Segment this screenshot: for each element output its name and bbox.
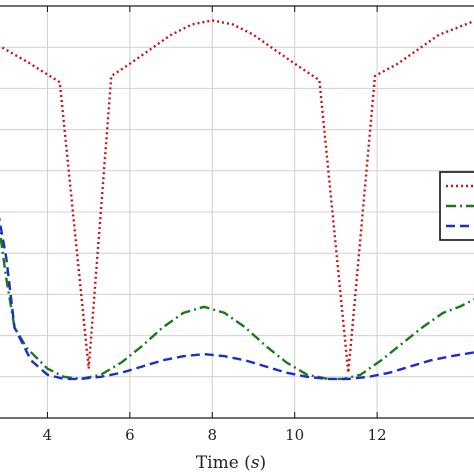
x-tick-label: 6 xyxy=(125,426,135,444)
x-tick-label: 4 xyxy=(43,426,53,444)
plot-frame xyxy=(0,5,474,419)
grid xyxy=(0,6,474,418)
legend xyxy=(439,171,474,241)
x-ticks: 4 6 8 10 12 xyxy=(43,6,387,444)
x-axis-label: Time (s) xyxy=(196,453,266,473)
series-group xyxy=(0,19,474,381)
series-line-1 xyxy=(0,19,474,374)
x-tick-label: 8 xyxy=(208,426,218,444)
series-line-2 xyxy=(0,223,474,381)
x-tick-label: 12 xyxy=(368,426,387,444)
x-tick-label: 10 xyxy=(285,426,304,444)
series-line-3 xyxy=(0,216,474,381)
